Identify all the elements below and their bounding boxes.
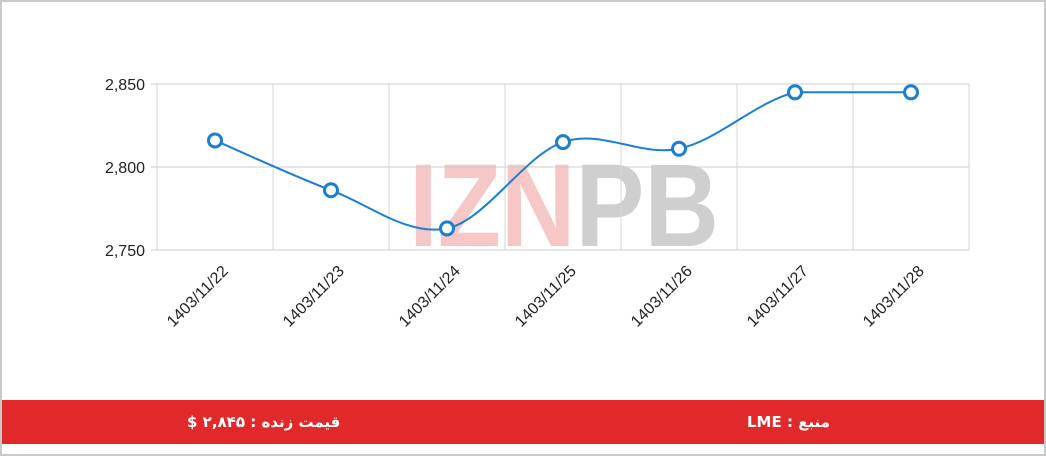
x-tick-label: 1403/11/27 (744, 263, 812, 331)
data-point (555, 134, 571, 151)
x-tick-label: 1403/11/23 (280, 263, 348, 331)
data-point (323, 182, 339, 199)
y-tick-label: 2,800 (105, 160, 145, 177)
data-point (787, 84, 803, 101)
x-tick-label: 1403/11/22 (164, 263, 232, 331)
data-point (207, 132, 223, 149)
data-point (671, 140, 687, 157)
data-points (207, 84, 919, 237)
x-tick-label: 1403/11/26 (628, 263, 696, 331)
watermark-text-right: PB (575, 140, 719, 272)
x-axis: 1403/11/22 1403/11/23 1403/11/24 1403/11/25… (164, 263, 928, 331)
source-label: منبع : LME (747, 413, 830, 431)
y-tick-label: 2,850 (105, 77, 145, 94)
y-tick-label: 2,750 (105, 243, 145, 260)
x-tick-label: 1403/11/25 (512, 263, 580, 331)
y-axis: 2,750 2,800 2,850 (105, 77, 145, 260)
watermark-logo: IZNPB (409, 140, 719, 272)
x-tick-label: 1403/11/28 (860, 263, 928, 331)
footer-bottom-strip (2, 444, 1044, 454)
data-point (903, 84, 919, 101)
live-price-label: قیمت زنده : ۲,۸۴۵ $ (187, 413, 341, 431)
data-point (439, 220, 455, 237)
watermark-text: IZNPB (409, 140, 719, 272)
x-tick-label: 1403/11/24 (396, 263, 464, 331)
watermark-text-left: IZN (409, 140, 575, 272)
footer-bar: قیمت زنده : ۲,۸۴۵ $ منبع : LME (2, 400, 1044, 444)
